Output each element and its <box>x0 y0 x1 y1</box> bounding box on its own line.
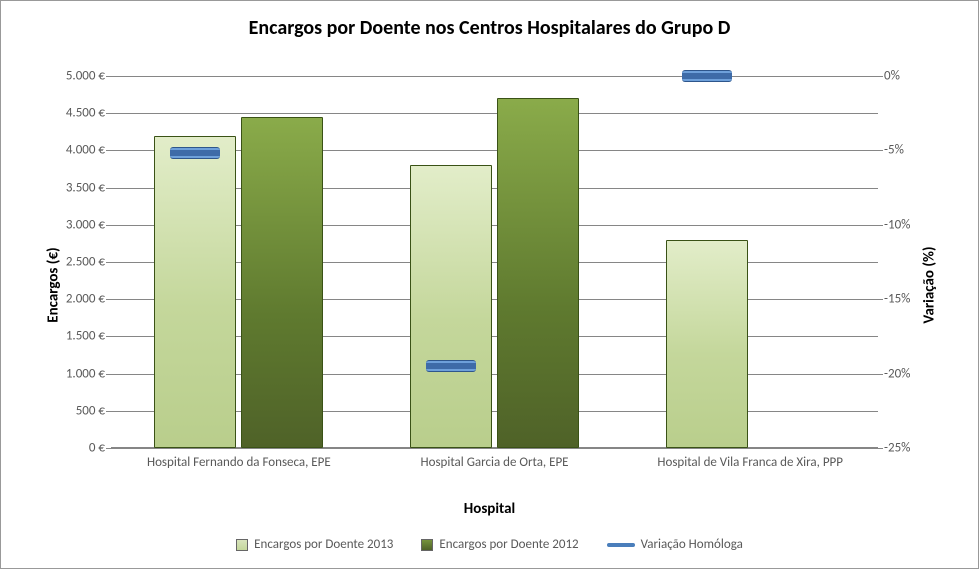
y-left-tick-label: 2.000 € <box>66 292 111 307</box>
y-left-tick-label: 5.000 € <box>66 69 111 84</box>
y-left-tick-mark <box>106 76 111 77</box>
bar-2012 <box>497 98 579 448</box>
legend-label-2013: Encargos por Doente 2013 <box>254 537 393 552</box>
y-left-tick-label: 1.000 € <box>66 366 111 381</box>
x-axis-categories: Hospital Fernando da Fonseca, EPEHospita… <box>111 455 878 471</box>
legend-swatch-2013 <box>236 539 248 551</box>
y-left-tick-label: 2.500 € <box>66 255 111 270</box>
variation-marker <box>170 147 220 159</box>
y-left-tick-label: 4.000 € <box>66 143 111 158</box>
y-left-tick-mark <box>106 262 111 263</box>
bar-2012 <box>241 117 323 448</box>
legend-label-variation: Variação Homóloga <box>641 537 743 552</box>
y-right-tick-mark <box>878 225 883 226</box>
x-category-label: Hospital de Vila Franca de Xira, PPP <box>622 455 878 471</box>
y-right-tick-mark <box>878 448 883 449</box>
y-left-tick-mark <box>106 448 111 449</box>
y-axis-right-label: Variação (%) <box>920 246 938 323</box>
legend-item-2012: Encargos por Doente 2012 <box>421 537 578 552</box>
legend-label-2012: Encargos por Doente 2012 <box>439 537 578 552</box>
y-left-tick-label: 1.500 € <box>66 329 111 344</box>
bar-2013 <box>154 136 236 448</box>
chart-title: Encargos por Doente nos Centros Hospital… <box>1 1 978 50</box>
y-right-tick-mark <box>878 150 883 151</box>
y-left-tick-label: 3.000 € <box>66 217 111 232</box>
bar-2013 <box>666 240 748 448</box>
variation-marker <box>682 70 732 82</box>
x-category-label: Hospital Garcia de Orta, EPE <box>367 455 623 471</box>
y-left-tick-label: 4.500 € <box>66 106 111 121</box>
gridline <box>111 113 878 114</box>
gridline <box>111 448 878 449</box>
y-left-tick-mark <box>106 225 111 226</box>
y-axis-left-label: Encargos (€) <box>45 247 63 322</box>
y-left-tick-mark <box>106 374 111 375</box>
y-left-tick-mark <box>106 299 111 300</box>
variation-marker <box>426 360 476 372</box>
legend-item-2013: Encargos por Doente 2013 <box>236 537 393 552</box>
bar-2013 <box>410 165 492 448</box>
plot-area: 0 €500 €1.000 €1.500 €2.000 €2.500 €3.00… <box>111 76 878 448</box>
y-left-tick-mark <box>106 336 111 337</box>
chart-container: Encargos por Doente nos Centros Hospital… <box>0 0 979 569</box>
y-right-tick-mark <box>878 299 883 300</box>
x-axis-label: Hospital <box>1 500 978 518</box>
y-right-tick-mark <box>878 374 883 375</box>
y-right-tick-mark <box>878 76 883 77</box>
y-left-tick-label: 3.500 € <box>66 180 111 195</box>
x-category-label: Hospital Fernando da Fonseca, EPE <box>111 455 367 471</box>
legend-swatch-2012 <box>421 539 433 551</box>
legend-item-variation: Variação Homóloga <box>607 537 743 552</box>
y-left-tick-mark <box>106 411 111 412</box>
y-left-tick-mark <box>106 188 111 189</box>
legend-swatch-variation <box>607 543 635 547</box>
y-left-tick-mark <box>106 113 111 114</box>
gridline <box>111 76 878 77</box>
legend: Encargos por Doente 2013 Encargos por Do… <box>1 537 978 552</box>
y-left-tick-mark <box>106 150 111 151</box>
